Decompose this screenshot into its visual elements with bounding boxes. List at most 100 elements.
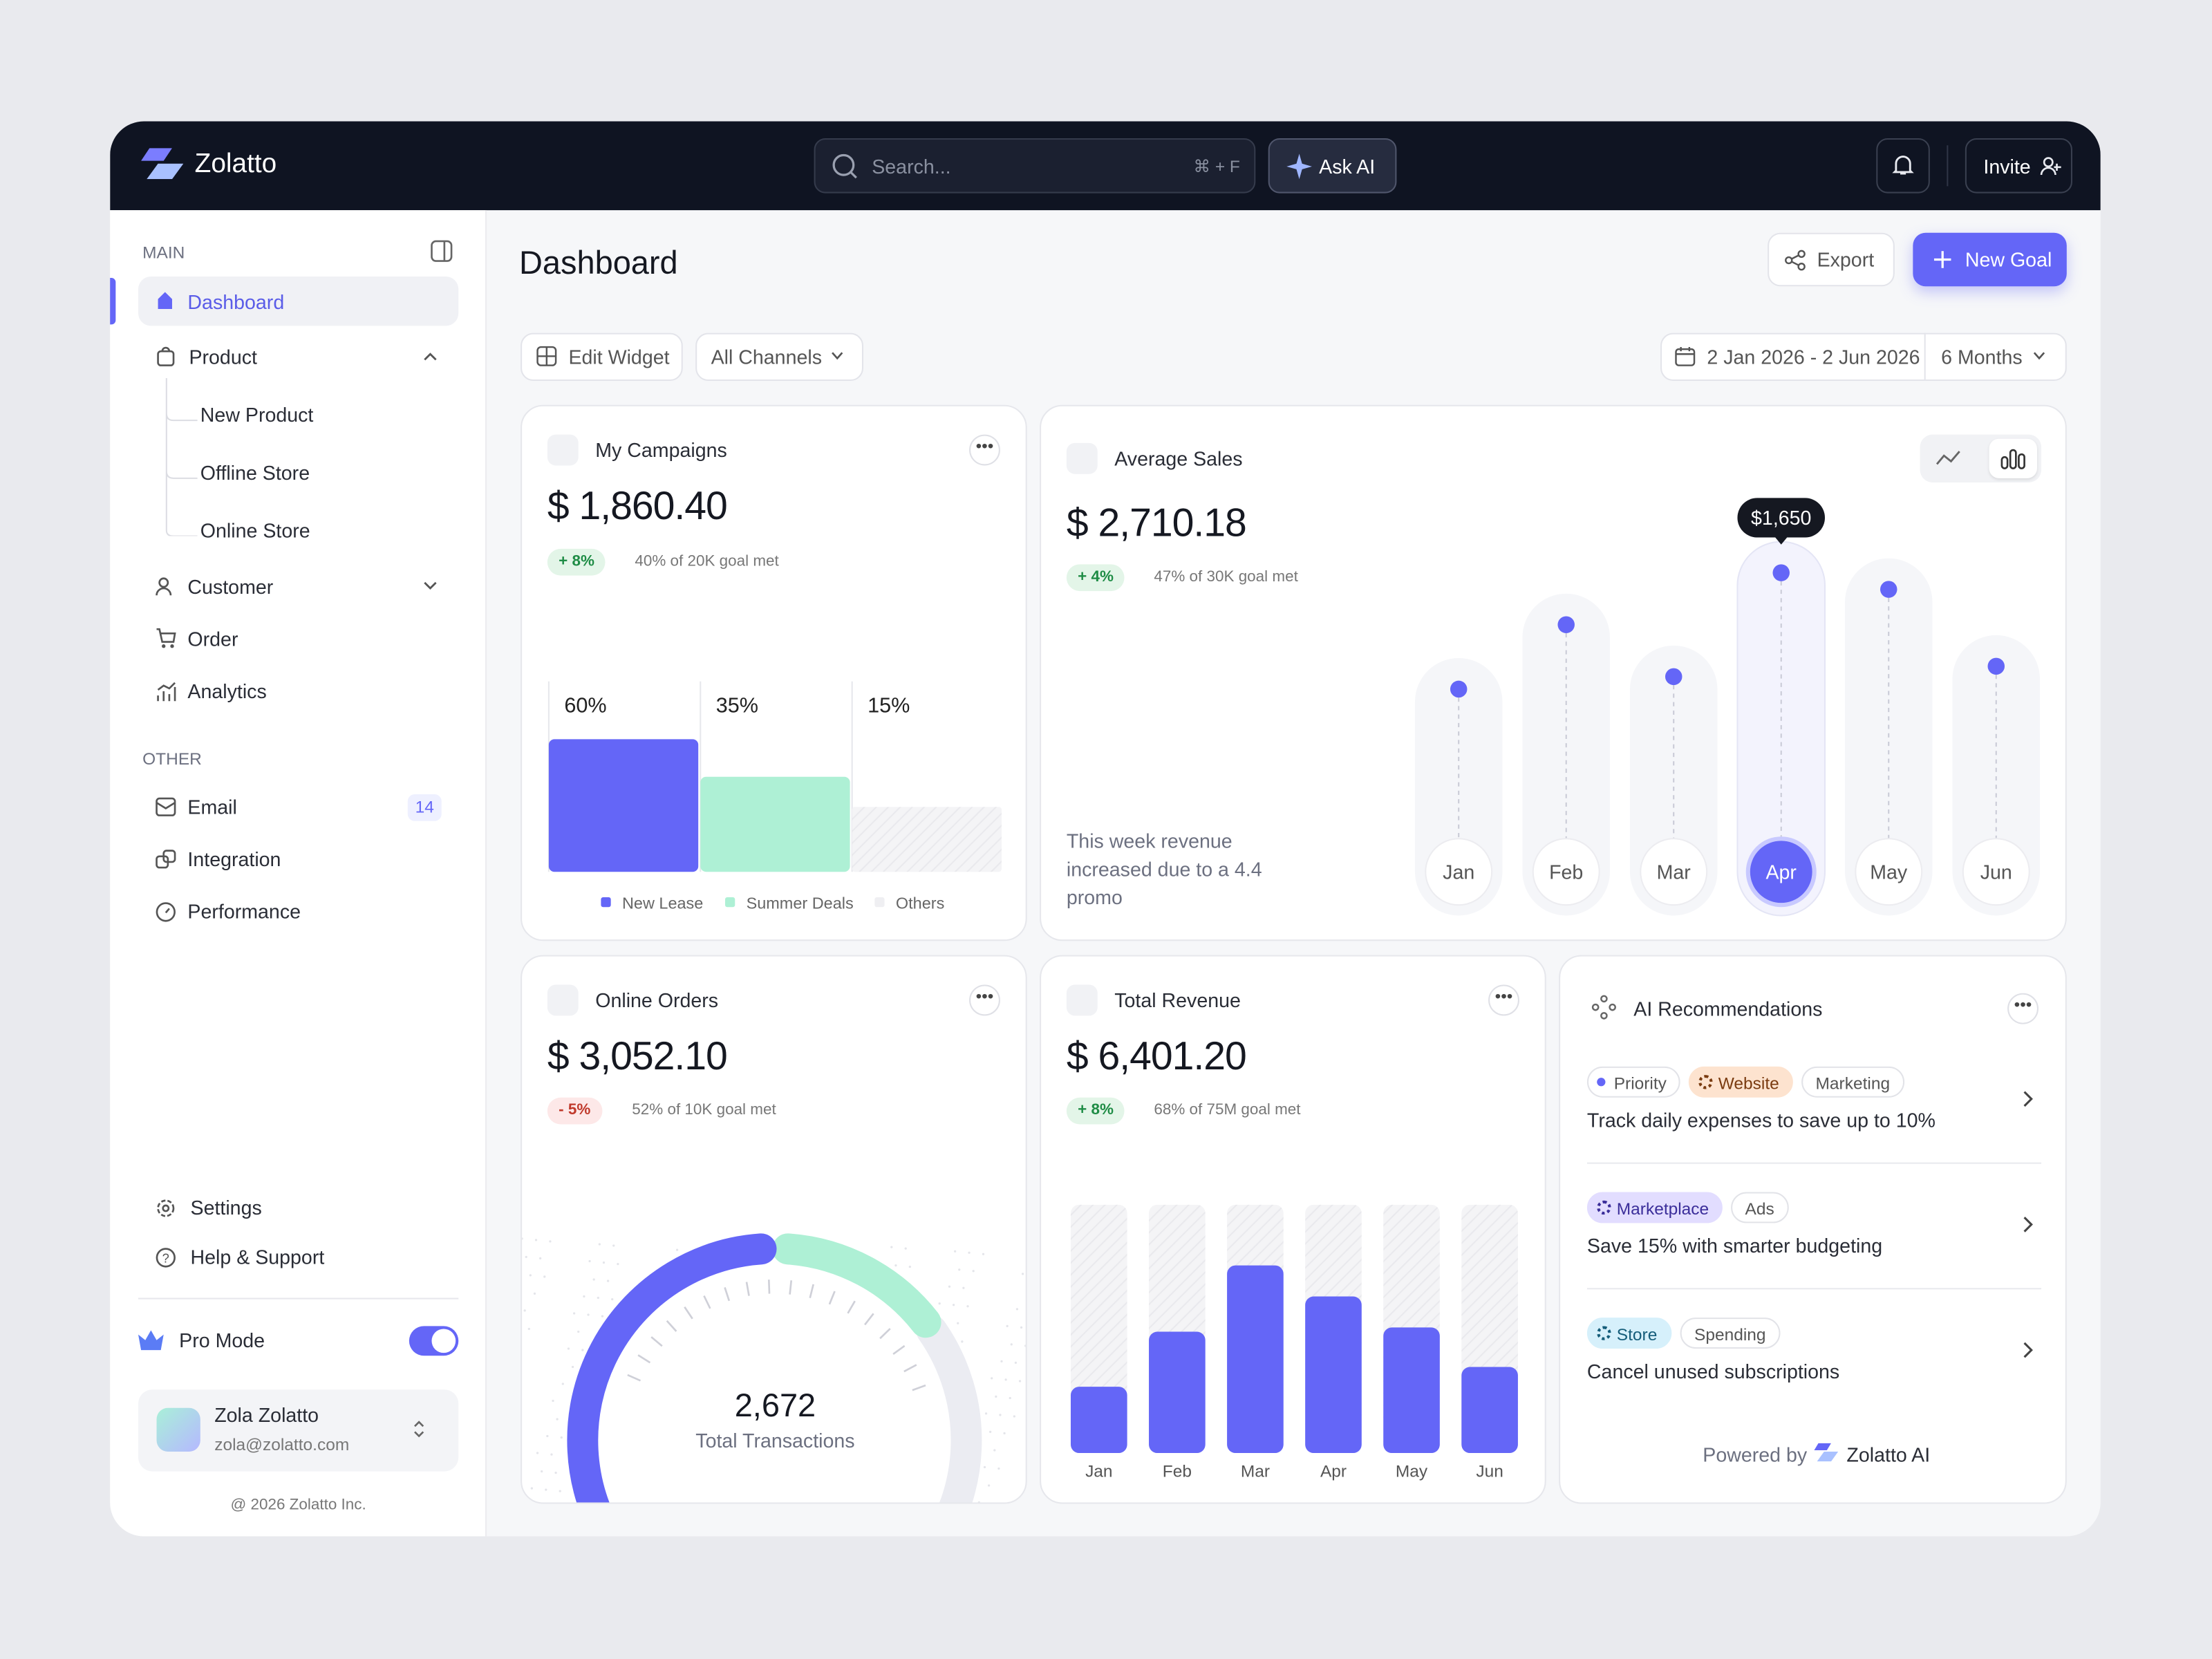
tag: Ads <box>1731 1192 1789 1224</box>
chevron-button[interactable] <box>2020 1340 2034 1360</box>
nav-label[interactable]: Email <box>187 796 237 818</box>
x-tick-label: Jun <box>1476 1463 1503 1481</box>
gauge-tick <box>809 1284 814 1299</box>
dot-texture <box>539 1257 542 1260</box>
bell-icon <box>1892 156 1914 175</box>
collapse-icon[interactable] <box>430 240 453 263</box>
dot-texture <box>1009 1396 1011 1400</box>
campaign-chart: 60% New Lease 35% Summer Deals 15% Others <box>547 681 1002 912</box>
crown-icon <box>138 1330 164 1351</box>
dot-texture <box>583 1295 585 1298</box>
ask-ai-button[interactable] <box>1268 138 1397 194</box>
dot-texture <box>550 1453 553 1456</box>
ask-ai-label: Ask AI <box>1319 155 1376 178</box>
pro-mode-toggle[interactable] <box>409 1326 459 1356</box>
sparkle-icon <box>1286 153 1312 180</box>
nav-label[interactable]: Help & Support <box>190 1246 325 1268</box>
dot-texture <box>972 1270 975 1273</box>
avatar <box>156 1407 200 1452</box>
nav-label[interactable]: Dashboard <box>187 290 285 314</box>
gauge-label: Total Transactions <box>695 1429 855 1452</box>
sub-nav-label[interactable]: New Product <box>200 403 314 427</box>
sub-nav-label[interactable]: Online Store <box>200 519 310 542</box>
page-title: Dashboard <box>519 244 678 281</box>
chevron-button[interactable] <box>2020 1215 2034 1235</box>
bar <box>700 776 850 872</box>
dot-texture <box>958 1268 961 1271</box>
gauge-tick <box>703 1295 711 1309</box>
nav-label[interactable]: Settings <box>190 1196 262 1219</box>
export-label: Export <box>1817 248 1875 271</box>
nav-label[interactable]: Analytics <box>187 679 267 703</box>
nav-label[interactable]: Customer <box>187 575 274 599</box>
tag: Spending <box>1680 1318 1780 1349</box>
section-label: MAIN <box>142 243 185 263</box>
dot-texture <box>556 1418 559 1421</box>
export-button[interactable] <box>1768 232 1895 287</box>
chevron-button[interactable] <box>2020 1089 2034 1109</box>
notification-button[interactable] <box>1876 138 1930 194</box>
ai-icon <box>1591 995 1616 1020</box>
date-filter[interactable] <box>1660 332 2067 382</box>
tag: Priority <box>1586 1066 1681 1098</box>
divider <box>1947 145 1949 187</box>
invite-button[interactable] <box>1965 138 2072 194</box>
dot-texture <box>530 1487 534 1490</box>
more-button[interactable]: ••• <box>2007 993 2038 1024</box>
nav-label[interactable]: Performance <box>187 900 301 923</box>
dot-texture <box>571 1365 574 1369</box>
more-button[interactable]: ••• <box>969 984 1000 1016</box>
nav-label[interactable]: Integration <box>187 847 281 871</box>
tag-icon <box>1698 1075 1713 1089</box>
card-title: Total Revenue <box>1114 988 1241 1012</box>
line-view-button[interactable] <box>1936 447 1961 470</box>
tag-row: Marketplace Ads <box>1586 1192 2010 1224</box>
dot-texture <box>908 1266 911 1268</box>
chevron-down <box>2033 352 2045 360</box>
search-box[interactable] <box>814 138 1256 194</box>
dot-texture <box>1020 1326 1023 1329</box>
more-button[interactable]: ••• <box>1488 984 1519 1016</box>
month-circle <box>1855 838 1923 906</box>
invite-label: Invite <box>1983 155 2031 178</box>
count-badge: 14 <box>407 794 442 821</box>
gauge-tick <box>847 1300 856 1314</box>
x-tick-label: Apr <box>1320 1463 1347 1481</box>
dot-texture <box>961 1340 964 1343</box>
dot-texture <box>617 1262 619 1266</box>
bar <box>1383 1327 1440 1454</box>
sub-nav-label[interactable]: Offline Store <box>200 461 310 485</box>
tag-icon <box>1597 1200 1611 1215</box>
dot-texture <box>1003 1432 1006 1435</box>
pill <box>1952 635 2041 916</box>
tag-icon <box>1597 1326 1611 1340</box>
dot-texture <box>1021 1273 1024 1275</box>
bar-icon <box>2000 449 2025 469</box>
dot-texture <box>675 1248 679 1251</box>
calendar-icon <box>1675 347 1696 366</box>
x-tick-label: Jan <box>1085 1463 1112 1481</box>
bar <box>548 739 699 872</box>
dot-texture <box>1026 1291 1027 1293</box>
logo <box>141 148 184 180</box>
gauge-tick <box>637 1354 651 1364</box>
nav-label[interactable]: Product <box>189 346 257 368</box>
nav-item-active[interactable] <box>138 276 459 326</box>
dot-texture <box>541 1470 543 1473</box>
user-name: Zola Zolatto <box>214 1403 319 1427</box>
divider <box>1586 1162 2042 1164</box>
dot-texture <box>1014 1361 1018 1365</box>
dot-texture <box>559 1490 561 1492</box>
more-button[interactable]: ••• <box>969 434 1000 466</box>
dot <box>1665 668 1683 686</box>
dot-texture <box>536 1452 539 1454</box>
sales-card: Average Sales $ 2,710.18 + 4% 47% of 30K… <box>1040 404 2067 941</box>
dot-texture <box>602 1261 606 1264</box>
nav-label[interactable]: Order <box>187 628 238 650</box>
performance-icon <box>156 902 176 922</box>
bar-view-button[interactable] <box>1989 438 2037 478</box>
dot-texture <box>525 1255 527 1259</box>
tree-lines <box>165 377 198 536</box>
gauge-tick <box>892 1344 906 1355</box>
sales-note: This week revenue increased due to a 4.4… <box>1066 830 1262 909</box>
